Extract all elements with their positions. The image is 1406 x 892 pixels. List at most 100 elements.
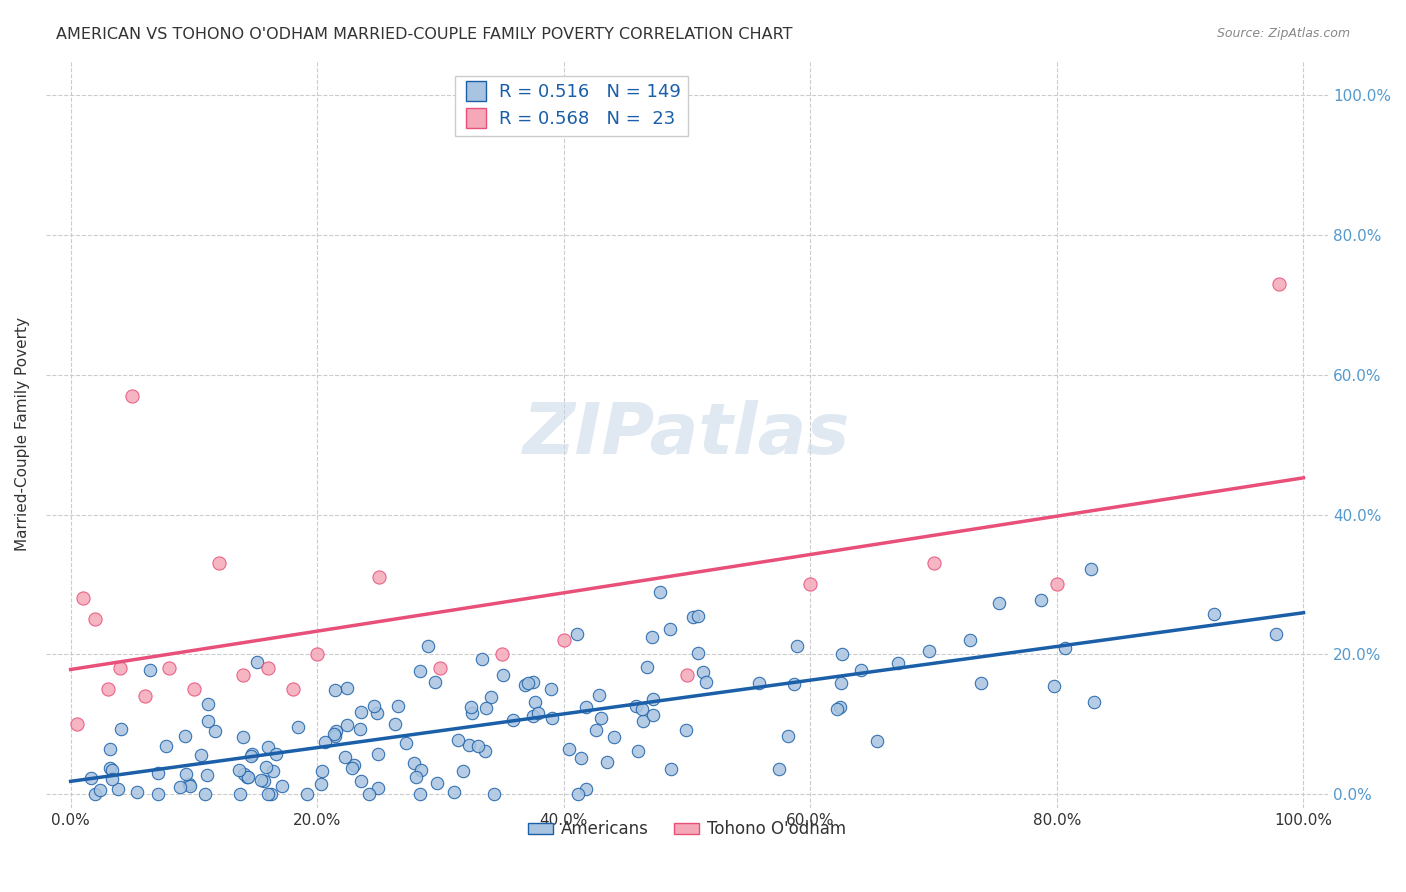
Americans xyxy=(287,720,309,734)
Americans xyxy=(179,780,201,794)
Text: AMERICAN VS TOHONO O'ODHAM MARRIED-COUPLE FAMILY POVERTY CORRELATION CHART: AMERICAN VS TOHONO O'ODHAM MARRIED-COUPL… xyxy=(56,27,793,42)
Americans xyxy=(264,747,287,762)
Americans xyxy=(311,764,333,778)
Americans xyxy=(675,723,697,737)
Americans xyxy=(409,788,432,802)
Americans xyxy=(233,767,256,781)
Tohono O'odham xyxy=(108,661,131,675)
Legend: Americans, Tohono O'odham: Americans, Tohono O'odham xyxy=(522,814,853,845)
Americans xyxy=(567,788,589,802)
Tohono O'odham xyxy=(257,661,280,675)
Americans xyxy=(482,788,505,802)
Americans xyxy=(367,780,389,795)
Americans xyxy=(575,699,598,714)
Americans xyxy=(314,735,336,749)
Americans xyxy=(239,749,262,764)
Americans xyxy=(194,788,217,802)
Americans xyxy=(98,742,121,756)
Tohono O'odham xyxy=(207,557,229,571)
Americans xyxy=(80,771,103,785)
Americans xyxy=(918,644,941,658)
Americans xyxy=(246,655,269,669)
Americans xyxy=(197,697,219,711)
Americans xyxy=(395,736,418,750)
Americans xyxy=(513,678,536,692)
Americans xyxy=(336,717,359,731)
Americans xyxy=(474,743,496,757)
Americans xyxy=(457,738,479,752)
Americans xyxy=(409,764,432,778)
Tohono O'odham xyxy=(491,648,513,662)
Text: ZIPatlas: ZIPatlas xyxy=(523,400,851,468)
Americans xyxy=(423,674,446,689)
Americans xyxy=(451,764,474,778)
Americans xyxy=(631,714,654,728)
Americans xyxy=(692,665,714,679)
Tohono O'odham xyxy=(553,633,575,648)
Tohono O'odham xyxy=(1268,277,1291,291)
Americans xyxy=(695,675,717,690)
Americans xyxy=(228,788,250,802)
Americans xyxy=(350,706,373,720)
Americans xyxy=(557,742,579,756)
Americans xyxy=(257,788,280,802)
Americans xyxy=(98,761,121,775)
Americans xyxy=(682,609,704,624)
Americans xyxy=(271,780,294,794)
Americans xyxy=(174,767,197,781)
Americans xyxy=(190,747,212,762)
Americans xyxy=(426,776,449,790)
Tohono O'odham xyxy=(1046,577,1069,591)
Americans xyxy=(643,692,665,706)
Americans xyxy=(387,698,409,713)
Americans xyxy=(253,773,276,788)
Americans xyxy=(256,739,278,754)
Americans xyxy=(443,784,465,798)
Americans xyxy=(1080,562,1102,576)
Americans xyxy=(155,739,177,754)
Americans xyxy=(447,733,470,747)
Americans xyxy=(686,609,709,624)
Americans xyxy=(648,585,671,599)
Americans xyxy=(325,682,347,697)
Americans xyxy=(1043,679,1066,693)
Americans xyxy=(589,711,612,725)
Tohono O'odham xyxy=(281,682,304,697)
Americans xyxy=(236,770,259,784)
Americans xyxy=(831,647,853,661)
Americans xyxy=(825,701,848,715)
Americans xyxy=(641,630,664,644)
Americans xyxy=(177,777,200,791)
Americans xyxy=(101,763,124,777)
Americans xyxy=(323,727,346,741)
Americans xyxy=(768,762,790,776)
Tohono O'odham xyxy=(72,591,94,606)
Americans xyxy=(325,723,347,738)
Tohono O'odham xyxy=(66,717,89,731)
Americans xyxy=(569,751,592,765)
Americans xyxy=(366,706,388,720)
Tohono O'odham xyxy=(922,557,945,571)
Y-axis label: Married-Couple Family Poverty: Married-Couple Family Poverty xyxy=(15,317,30,551)
Americans xyxy=(786,639,808,653)
Americans xyxy=(470,651,492,665)
Americans xyxy=(101,772,124,787)
Americans xyxy=(517,675,540,690)
Americans xyxy=(602,730,624,744)
Americans xyxy=(588,688,610,702)
Americans xyxy=(89,783,111,797)
Americans xyxy=(323,729,346,743)
Americans xyxy=(522,674,544,689)
Americans xyxy=(1083,695,1105,709)
Tohono O'odham xyxy=(367,570,389,584)
Tohono O'odham xyxy=(157,661,180,675)
Americans xyxy=(624,699,647,714)
Americans xyxy=(828,699,851,714)
Tohono O'odham xyxy=(134,690,156,704)
Americans xyxy=(110,722,132,736)
Americans xyxy=(139,663,162,677)
Americans xyxy=(491,668,513,682)
Tohono O'odham xyxy=(307,648,329,662)
Americans xyxy=(636,660,658,674)
Americans xyxy=(849,663,872,677)
